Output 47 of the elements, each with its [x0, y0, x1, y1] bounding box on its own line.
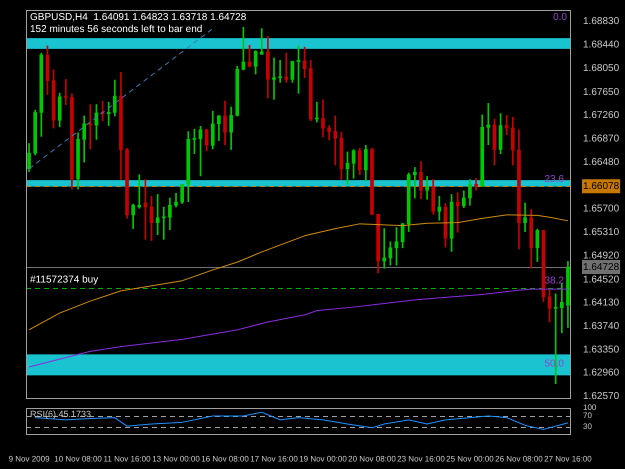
- y-tick-label: 1.67260: [583, 110, 620, 122]
- x-tick-label: 23 Nov 16:00: [397, 454, 446, 464]
- x-tick-label: 17 Nov 16:00: [250, 454, 298, 464]
- y-tick-label: 1.68830: [583, 16, 620, 28]
- y-tick-label: 1.62570: [583, 391, 620, 402]
- y-tick-label: 1.63740: [583, 320, 620, 332]
- y-tick-label: 1.64130: [583, 298, 620, 309]
- y-tick-label: 1.66480: [583, 156, 620, 168]
- y-tick-label: 1.64520: [583, 274, 620, 286]
- y-tick-label: 1.62960: [583, 368, 620, 379]
- candlestick: [174, 192, 178, 208]
- x-tick-label: 13 Nov 00:00: [152, 454, 200, 464]
- y-tick-label: 1.66870: [583, 134, 620, 145]
- x-tick-label: 9 Nov 2009: [8, 454, 50, 464]
- candlestick: [296, 46, 300, 94]
- chart-title: RSI(6) 45.1733: [30, 408, 92, 419]
- y-tick-label: 1.65700: [583, 204, 620, 215]
- y-tick-label: 70: [583, 411, 592, 420]
- y-tick-label: 1.64728: [583, 262, 620, 273]
- x-tick-label: 20 Nov 08:00: [348, 454, 396, 464]
- y-tick-label: 1.68050: [583, 62, 620, 74]
- y-tick-label: 1.64920: [583, 250, 620, 262]
- x-tick-label: 25 Nov 00:00: [446, 454, 494, 464]
- x-tick-label: 10 Nov 08:00: [54, 454, 102, 464]
- candlestick: [198, 126, 202, 176]
- x-tick-label: 11 Nov 16:00: [104, 454, 152, 464]
- candlestick: [523, 202, 527, 232]
- annotation: 38.2: [544, 276, 564, 287]
- text: 152 minutes 56 seconds left to bar end: [30, 24, 202, 35]
- y-tick-label: 1.63350: [583, 344, 620, 356]
- candlestick: [272, 58, 276, 100]
- y-tick-label: 30: [583, 422, 592, 432]
- y-tick-label: 100: [583, 403, 597, 412]
- y-tick-label: 1.65310: [583, 226, 620, 238]
- x-tick-label: 19 Nov 00:00: [299, 454, 348, 464]
- annotation: 0.0: [553, 12, 568, 23]
- x-tick-label: 26 Nov 08:00: [495, 454, 544, 464]
- candlestick: [394, 227, 398, 266]
- y-tick-label: 1.66078: [583, 180, 620, 192]
- annotation: #11572374 buy: [30, 274, 98, 286]
- y-tick-label: 1.67650: [583, 86, 620, 98]
- x-tick-label: 16 Nov 08:00: [201, 454, 250, 464]
- x-tick-label: 27 Nov 16:00: [544, 454, 592, 464]
- candlestick: [248, 45, 252, 68]
- candlestick: [346, 152, 350, 185]
- chart-title: GBPUSD,H4 1.64091 1.64823 1.63718 1.64728: [30, 12, 247, 23]
- y-tick-label: 1.68440: [583, 39, 620, 50]
